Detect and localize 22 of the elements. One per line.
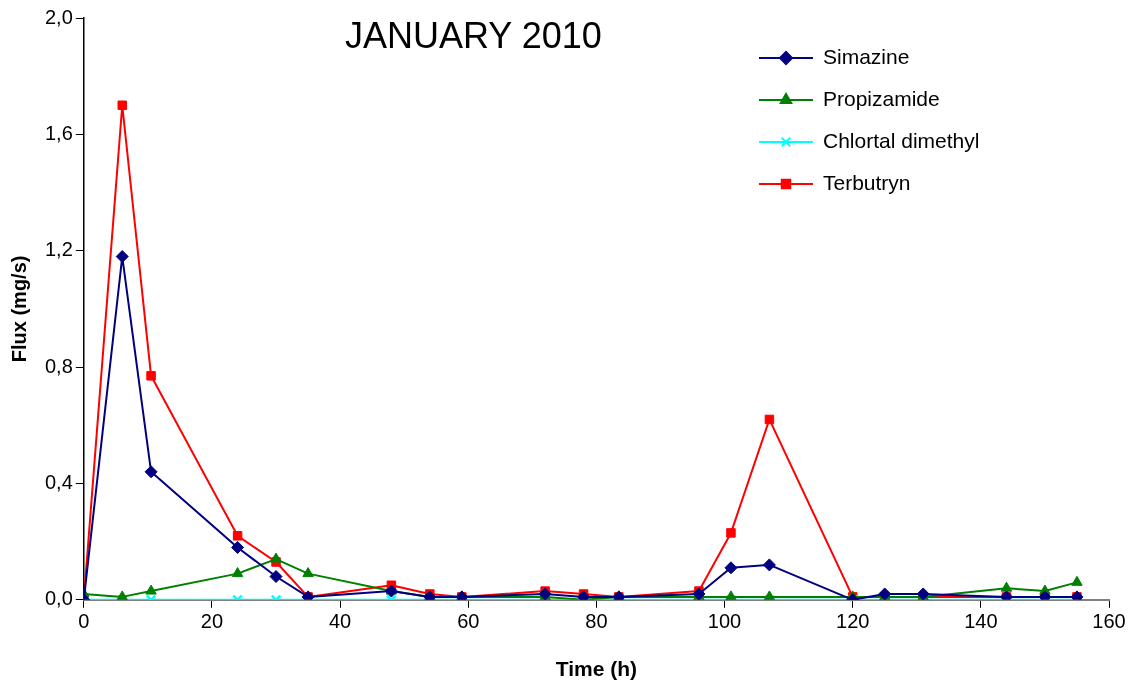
x-tick-label: 0: [78, 610, 90, 633]
x-tick-label: 40: [328, 610, 352, 633]
y-tick-label: 1,2: [44, 238, 73, 261]
x-tick-label: 80: [585, 610, 608, 633]
y-axis-title: Flux (mg/s): [7, 255, 30, 363]
x-tick-label: 140: [964, 610, 998, 633]
y-tick-label: 0,4: [44, 470, 73, 493]
x-tick-label: 20: [200, 610, 224, 633]
legend-label: Chlortal dimethyl: [823, 128, 980, 152]
y-tick-label: 0,0: [44, 587, 73, 610]
y-tick-label: 2,0: [44, 5, 73, 28]
x-axis-title: Time (h): [555, 657, 638, 681]
legend-label: Simazine: [823, 44, 910, 68]
x-tick-label: 100: [707, 610, 742, 633]
x-tick-label: 160: [1092, 610, 1126, 633]
legend-label: Terbutryn: [823, 170, 911, 194]
x-tick-label: 60: [457, 610, 480, 633]
chart-title: JANUARY 2010: [344, 14, 602, 56]
y-tick-label: 1,6: [44, 121, 73, 144]
legend-label: Propizamide: [823, 86, 940, 110]
y-tick-label: 0,8: [44, 354, 73, 377]
x-tick-label: 120: [836, 610, 870, 633]
